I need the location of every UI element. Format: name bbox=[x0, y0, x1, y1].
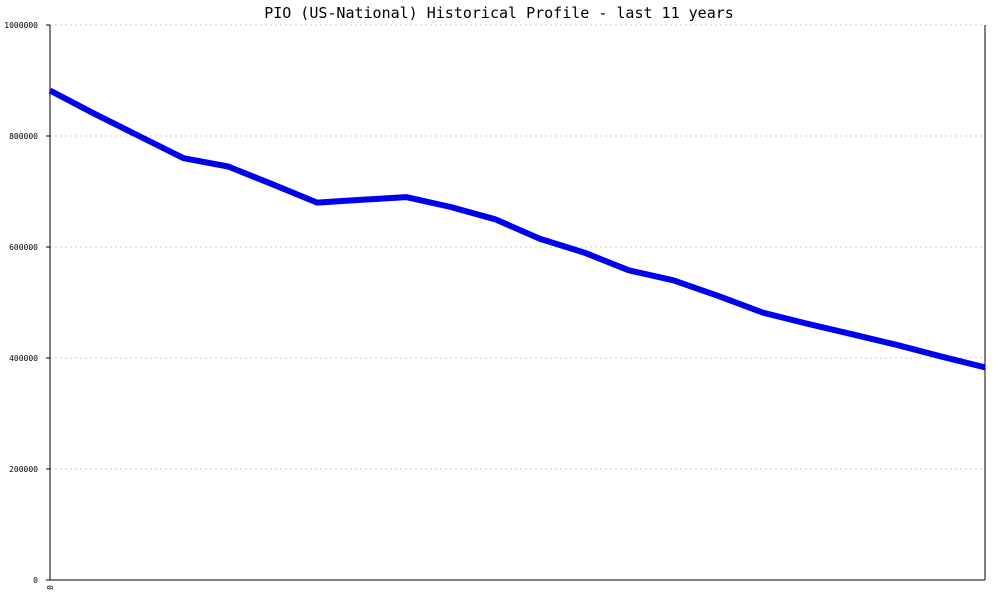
y-axis-ticks: 0 200000 400000 600000 800000 1000000 bbox=[4, 21, 50, 585]
chart-title: PIO (US-National) Historical Profile - l… bbox=[264, 4, 734, 22]
y-tick-label: 1000000 bbox=[4, 21, 38, 30]
x-tick-label: 0 bbox=[46, 585, 55, 590]
grid-lines bbox=[50, 24, 985, 470]
series-line-0 bbox=[48, 87, 986, 371]
y-tick-label: 200000 bbox=[9, 465, 38, 474]
y-tick-label: 400000 bbox=[9, 354, 38, 363]
y-tick-label: 800000 bbox=[9, 132, 38, 141]
y-tick-label: 600000 bbox=[9, 243, 38, 252]
y-tick-label: 0 bbox=[33, 576, 38, 585]
series-layer bbox=[48, 87, 986, 371]
x-axis-ticks: 0 bbox=[46, 585, 55, 590]
